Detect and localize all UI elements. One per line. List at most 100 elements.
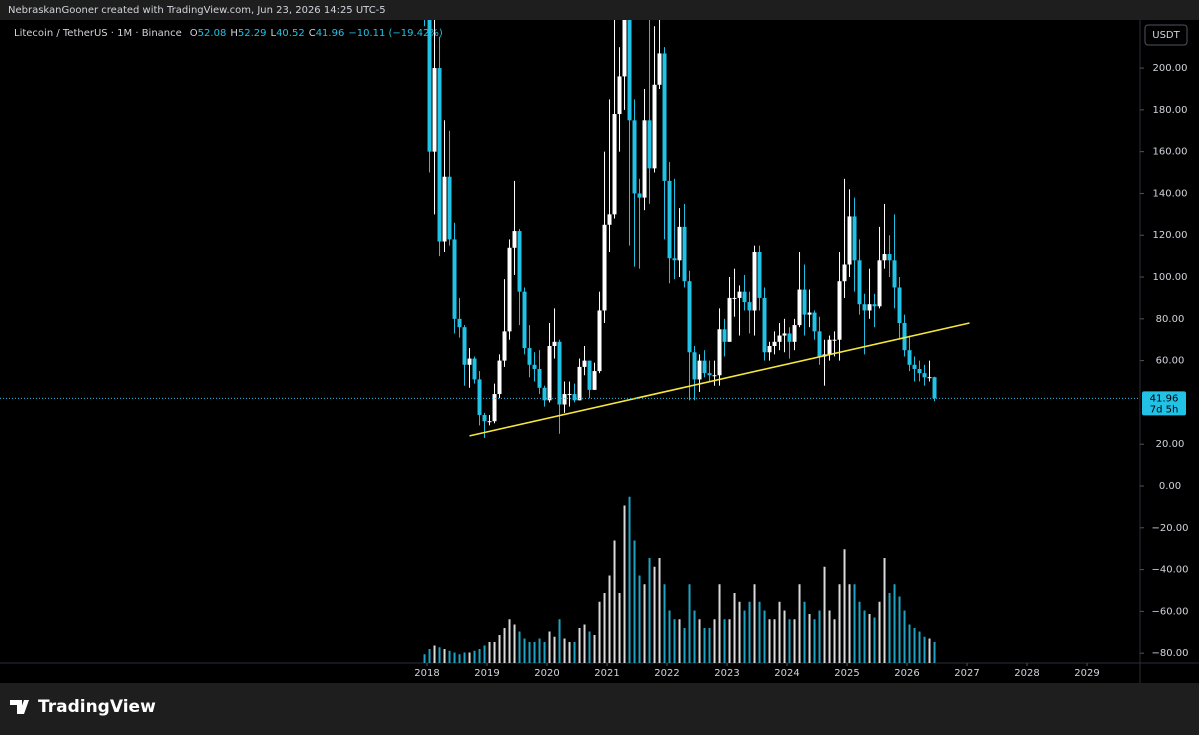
y-tick-label: 80.00: [1156, 314, 1185, 325]
candle-body: [702, 360, 707, 374]
candle-body: [902, 323, 907, 351]
candle-body: [837, 281, 842, 340]
candle-body: [887, 254, 892, 261]
volume-bar: [778, 601, 781, 663]
candle-body: [522, 291, 527, 349]
volume-bar: [423, 654, 426, 663]
trendline: [469, 322, 970, 437]
volume-bar: [813, 619, 816, 663]
volume-bar: [758, 601, 761, 663]
candle-body: [692, 352, 697, 380]
volume-bar: [613, 540, 616, 663]
candle-body: [452, 239, 457, 319]
volume-bar: [478, 649, 481, 663]
candle-body: [797, 289, 802, 326]
x-tick-label: 2020: [534, 668, 559, 679]
volume-bar: [523, 638, 526, 663]
candle-body: [597, 310, 602, 372]
y-tick-label: −20.00: [1151, 523, 1188, 534]
price-label: 41.96: [1150, 393, 1179, 404]
candle-body: [762, 297, 767, 353]
volume-bar: [873, 617, 876, 663]
candle-body: [867, 304, 872, 311]
candle-body: [637, 193, 642, 198]
y-tick-label: 60.00: [1156, 356, 1185, 367]
candle-body: [747, 302, 752, 311]
volume-bar: [828, 610, 831, 663]
volume-bar: [933, 642, 936, 663]
candle-body: [552, 341, 557, 346]
candle-body: [517, 231, 522, 292]
volume-bar: [768, 619, 771, 663]
volume-bar: [773, 619, 776, 663]
x-tick-label: 2018: [414, 668, 439, 679]
candle-body: [562, 394, 567, 405]
volume-bar: [543, 642, 546, 663]
candle-body: [757, 251, 762, 298]
volume-bar: [628, 496, 631, 663]
volume-bar: [658, 558, 661, 663]
candle-body: [542, 387, 547, 401]
candle-body: [617, 76, 622, 115]
x-tick-label: 2025: [834, 668, 859, 679]
candle-body: [577, 366, 582, 401]
volume-bar: [723, 619, 726, 663]
candle-body: [677, 226, 682, 261]
candle-body: [657, 53, 662, 85]
candle-body: [932, 377, 937, 399]
x-tick-label: 2019: [474, 668, 499, 679]
candle-body: [782, 333, 787, 336]
candle-body: [547, 345, 552, 401]
candle-body: [667, 180, 672, 259]
candle-body: [872, 304, 877, 307]
volume-bar: [858, 601, 861, 663]
candle-body: [877, 260, 882, 307]
volume-bar: [698, 619, 701, 663]
volume-bar: [903, 610, 906, 663]
volume-bar: [693, 610, 696, 663]
plot: [423, 20, 970, 663]
candle-body: [567, 394, 572, 396]
volume-bar: [798, 584, 801, 663]
candle-body: [857, 260, 862, 305]
volume-bar: [893, 584, 896, 663]
volume-bar: [743, 610, 746, 663]
x-tick-label: 2027: [954, 668, 979, 679]
x-tick-label: 2023: [714, 668, 739, 679]
volume-bar: [843, 549, 846, 663]
volume-bar: [918, 631, 921, 663]
volume-bar: [913, 628, 916, 663]
volume-bar: [708, 628, 711, 663]
logo-icon: [10, 700, 29, 714]
volume-bar: [883, 558, 886, 663]
volume-bar: [498, 635, 501, 663]
volume-bar: [448, 650, 451, 663]
candle-body: [672, 258, 677, 261]
volume-bar: [603, 593, 606, 663]
y-tick-label: −40.00: [1151, 565, 1188, 576]
candle-body: [707, 373, 712, 376]
volume-bar: [683, 628, 686, 663]
y-tick-label: 160.00: [1153, 147, 1188, 158]
x-tick-label: 2026: [894, 668, 919, 679]
candle-body: [922, 373, 927, 378]
candle-body: [807, 312, 812, 315]
y-tick-label: 200.00: [1153, 63, 1188, 74]
ohlc: O52.08 H52.29 L40.52 C41.96: [190, 28, 345, 39]
currency[interactable]: USDT: [1152, 30, 1180, 41]
volume-bar: [458, 654, 461, 663]
volume-bar: [848, 584, 851, 663]
candle-body: [487, 421, 492, 423]
volume-bar: [738, 601, 741, 663]
candle-body: [462, 327, 467, 365]
volume-bar: [853, 584, 856, 663]
volume-bar: [508, 619, 511, 663]
x-tick-label: 2024: [774, 668, 799, 679]
currency-button[interactable]: [1144, 24, 1188, 46]
volume-bar: [443, 649, 446, 663]
y-tick-label: −60.00: [1151, 606, 1188, 617]
candle-body: [927, 377, 932, 379]
legend-prefix: L: [270, 28, 276, 39]
volume-bar: [463, 652, 466, 663]
volume-bar: [793, 619, 796, 663]
